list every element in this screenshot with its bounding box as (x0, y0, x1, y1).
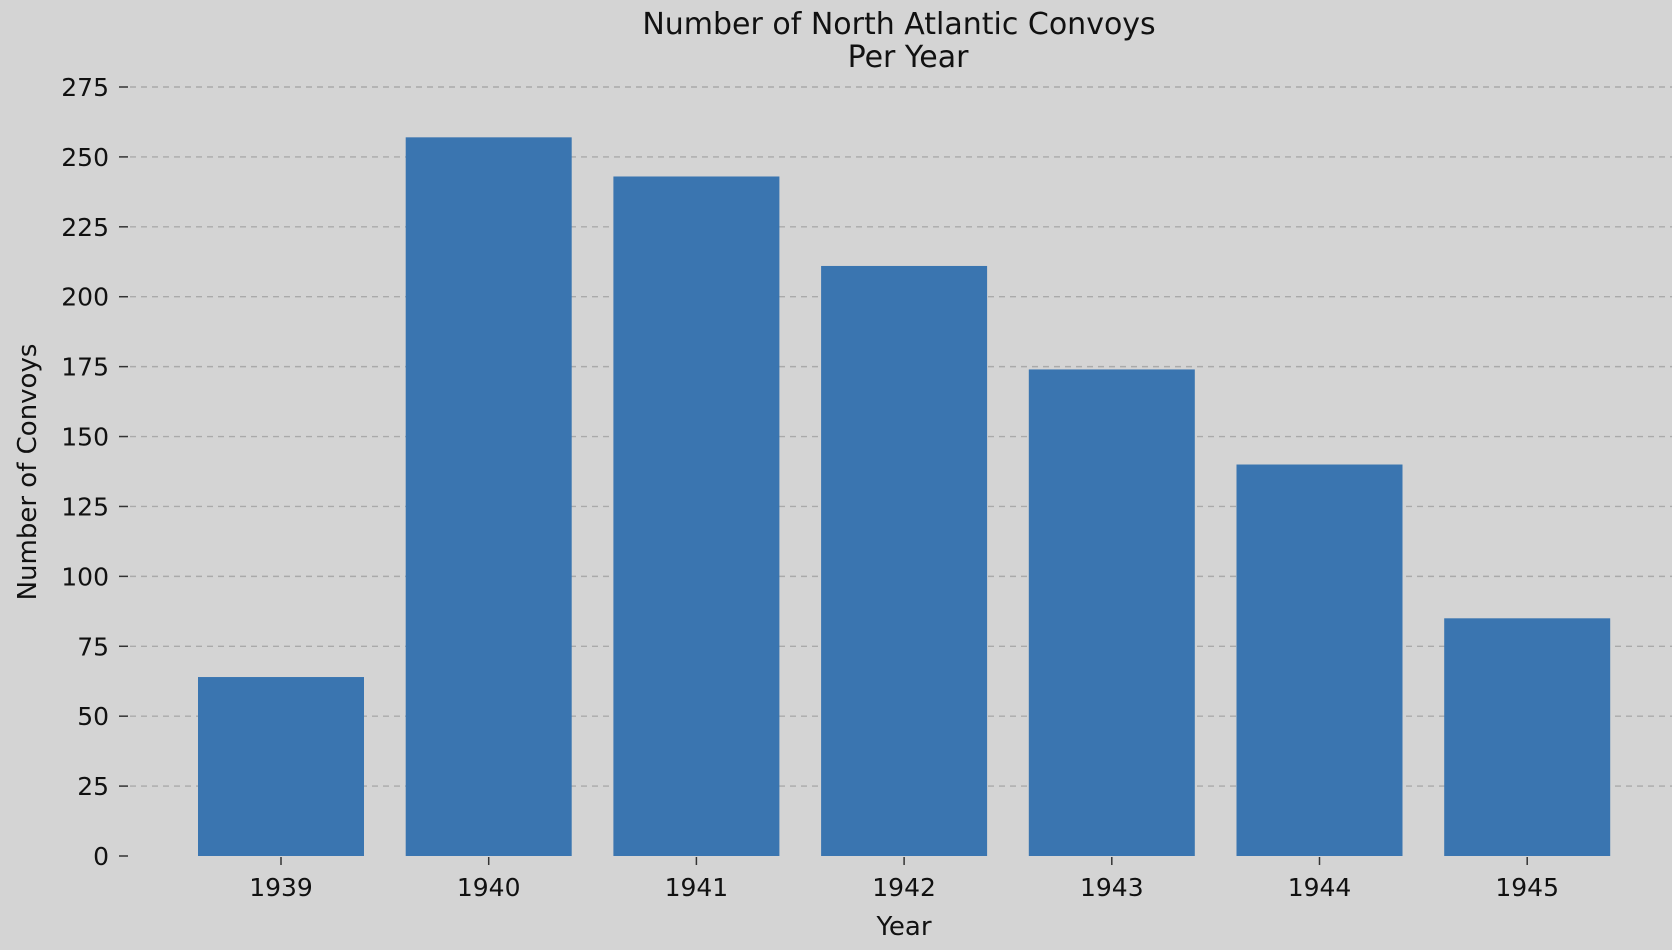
bar-1945 (1444, 618, 1611, 856)
x-axis-label: Year (875, 912, 931, 942)
y-axis-label: Number of Convoys (13, 344, 43, 601)
bar-1939 (198, 677, 364, 856)
x-tick-label-1944: 1944 (1288, 873, 1352, 902)
y-tick-label-50: 50 (77, 702, 109, 731)
x-tick-label-1943: 1943 (1080, 873, 1144, 902)
bar-1943 (1028, 369, 1195, 856)
y-tick-label-250: 250 (61, 143, 109, 172)
y-tick-label-0: 0 (93, 842, 109, 871)
y-tick-label-100: 100 (61, 562, 109, 591)
bar-1941 (613, 176, 780, 856)
y-tick-label-225: 225 (61, 213, 109, 242)
x-tick-label-1939: 1939 (249, 873, 313, 902)
x-axis-ticks: 1939 1940 1941 1942 1943 1944 1945 (249, 857, 1559, 902)
y-tick-label-200: 200 (61, 283, 109, 312)
x-tick-label-1941: 1941 (665, 873, 729, 902)
bar-1940 (405, 137, 572, 857)
y-axis-ticks: 0 25 50 75 100 125 150 175 200 225 250 275 (61, 73, 128, 871)
y-tick-label-75: 75 (77, 632, 109, 661)
chart-title-line-2: Per Year (848, 40, 970, 75)
chart-title-line-1: Number of North Atlantic Convoys (642, 7, 1155, 42)
y-tick-label-25: 25 (77, 772, 109, 801)
y-tick-label-150: 150 (61, 423, 109, 452)
y-tick-label-125: 125 (61, 492, 109, 521)
bar-1942 (821, 265, 988, 856)
chart-title: Number of North Atlantic Convoys Per Yea… (642, 7, 1155, 75)
x-tick-label-1940: 1940 (457, 873, 521, 902)
x-tick-label-1945: 1945 (1495, 873, 1559, 902)
bar-1944 (1236, 464, 1403, 856)
x-tick-label-1942: 1942 (872, 873, 936, 902)
y-tick-label-275: 275 (61, 73, 109, 102)
bars (198, 137, 1611, 857)
y-tick-label-175: 175 (61, 353, 109, 382)
